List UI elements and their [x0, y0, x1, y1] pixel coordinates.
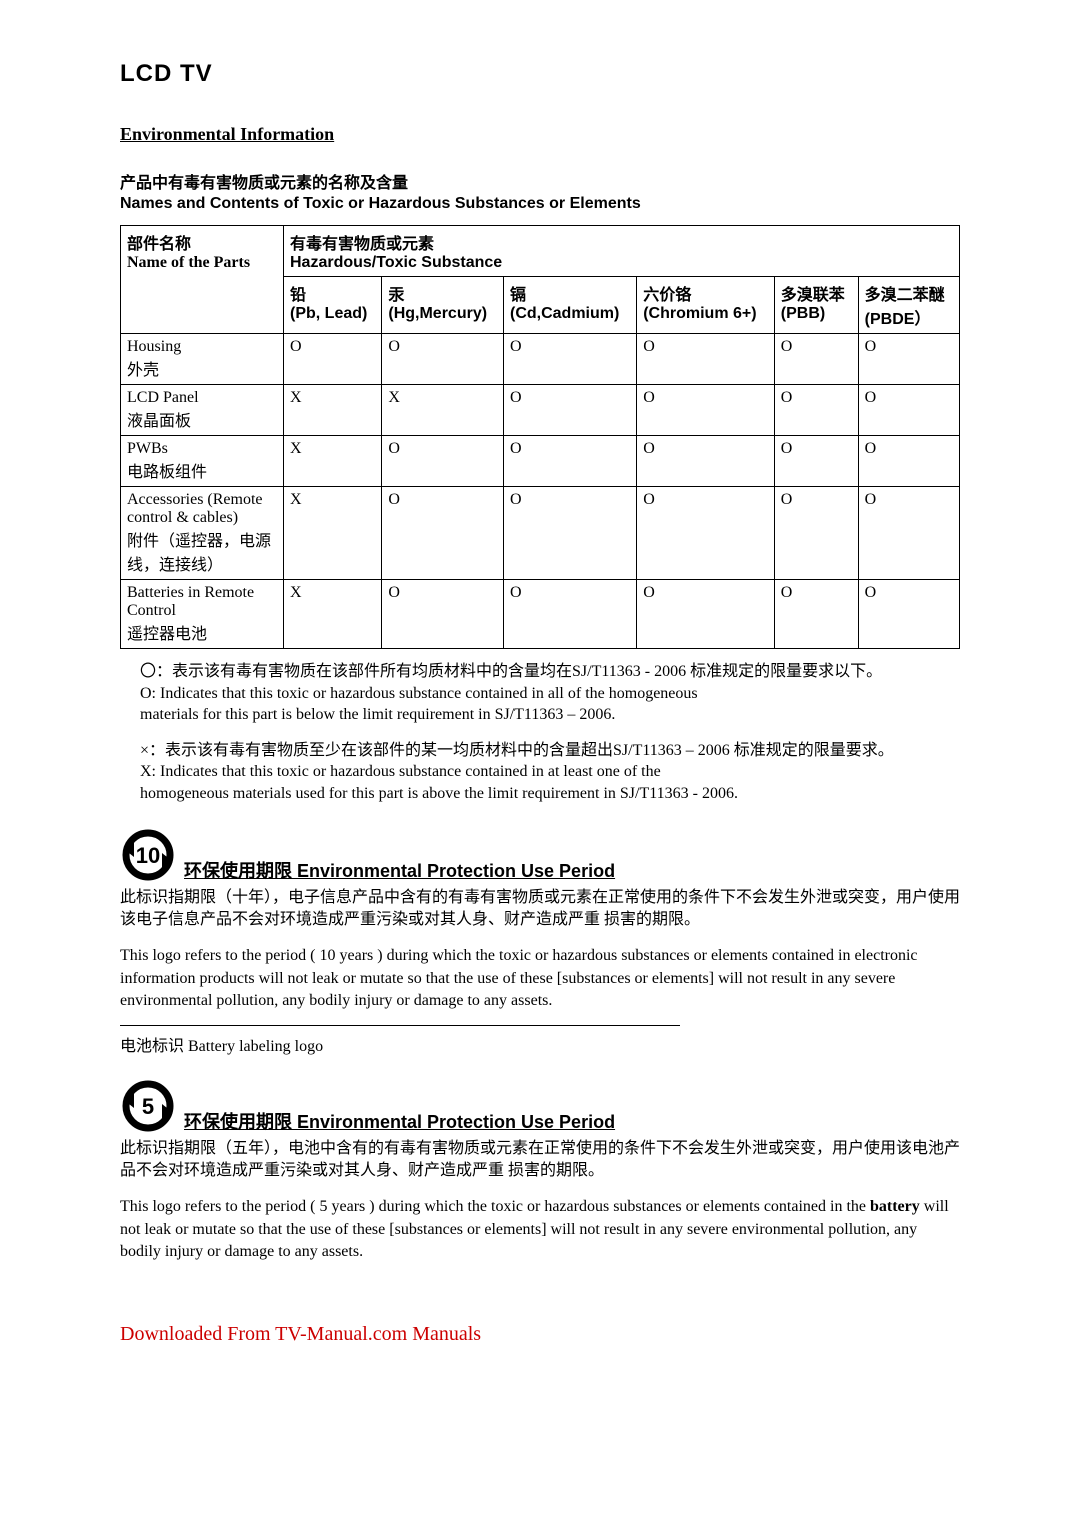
value-cell: O [504, 334, 637, 385]
value-cell: X [284, 580, 382, 649]
part-name-cell: PWBs电路板组件 [121, 436, 284, 487]
value-cell: O [858, 385, 959, 436]
value-cell: O [858, 436, 959, 487]
value-cell: O [774, 580, 858, 649]
part-name-cell: Batteries in Remote Control遥控器电池 [121, 580, 284, 649]
value-cell: O [504, 385, 637, 436]
value-cell: O [858, 334, 959, 385]
legend-o-en1: O: Indicates that this toxic or hazardou… [140, 683, 960, 705]
value-cell: O [382, 436, 504, 487]
value-cell: O [858, 580, 959, 649]
column-header: 六价铬(Chromium 6+) [637, 277, 775, 334]
value-cell: O [637, 487, 775, 580]
epup-10-text-cn: 此标识指期限（十年），电子信息产品中含有的有毒有害物质或元素在正常使用的条件下不… [120, 887, 960, 932]
column-header: 多溴联苯(PBB) [774, 277, 858, 334]
value-cell: O [637, 436, 775, 487]
epup-10-text-en: This logo refers to the period ( 10 year… [120, 945, 960, 1012]
value-cell: O [774, 487, 858, 580]
value-cell: O [774, 436, 858, 487]
parts-header: 部件名称 Name of the Parts [121, 226, 284, 334]
epup-5-icon: 5 [120, 1078, 176, 1134]
value-cell: O [637, 580, 775, 649]
column-header: 汞(Hg,Mercury) [382, 277, 504, 334]
parts-header-cn: 部件名称 [127, 236, 191, 253]
value-cell: X [382, 385, 504, 436]
value-cell: O [858, 487, 959, 580]
value-cell: O [774, 334, 858, 385]
table-row: Batteries in Remote Control遥控器电池XOOOOO [121, 580, 960, 649]
parts-header-en: Name of the Parts [127, 254, 250, 271]
value-cell: O [382, 580, 504, 649]
table-row: Accessories (Remote control & cables)附件（… [121, 487, 960, 580]
value-cell: O [504, 580, 637, 649]
part-name-cell: Accessories (Remote control & cables)附件（… [121, 487, 284, 580]
table-row: LCD Panel液晶面板XXOOOO [121, 385, 960, 436]
legend-x-en2: homogeneous materials used for this part… [140, 783, 960, 805]
part-name-cell: LCD Panel液晶面板 [121, 385, 284, 436]
page-title: LCD TV [120, 60, 960, 88]
value-cell: X [284, 385, 382, 436]
table-legend: 〇：表示该有毒有害物质在该部件所有均质材料中的含量均在SJ/T11363 - 2… [120, 661, 960, 805]
substance-group-en: Hazardous/Toxic Substance [290, 254, 502, 271]
hazardous-substances-table: 部件名称 Name of the Parts 有毒有害物质或元素 Hazardo… [120, 225, 960, 649]
table-intro-cn: 产品中有毒有害物质或元素的名称及含量 [120, 169, 960, 193]
part-name-cell: Housing外壳 [121, 334, 284, 385]
value-cell: X [284, 487, 382, 580]
epup-5-title: 环保使用期限 Environmental Protection Use Peri… [184, 1108, 615, 1134]
substance-group-header: 有毒有害物质或元素 Hazardous/Toxic Substance [284, 226, 960, 277]
epup-5-block: 5 环保使用期限 Environmental Protection Use Pe… [120, 1078, 960, 1264]
value-cell: O [504, 436, 637, 487]
table-header-row: 部件名称 Name of the Parts 有毒有害物质或元素 Hazardo… [121, 226, 960, 277]
epup-10-icon: 10 [120, 827, 176, 883]
svg-text:10: 10 [136, 843, 160, 868]
legend-x-en1: X: Indicates that this toxic or hazardou… [140, 761, 960, 783]
footer-source-link: Downloaded From TV-Manual.com Manuals [120, 1323, 960, 1346]
value-cell: O [637, 334, 775, 385]
legend-x-cn: ×：表示该有毒有害物质至少在该部件的某一均质材料中的含量超出SJ/T11363 … [140, 740, 960, 762]
table-row: PWBs电路板组件XOOOOO [121, 436, 960, 487]
epup-10-title: 环保使用期限 Environmental Protection Use Peri… [184, 857, 615, 883]
legend-o-cn: 〇：表示该有毒有害物质在该部件所有均质材料中的含量均在SJ/T11363 - 2… [140, 661, 960, 683]
value-cell: O [774, 385, 858, 436]
epup-5-en-bold: battery [870, 1198, 920, 1215]
epup-5-text-en: This logo refers to the period ( 5 years… [120, 1196, 960, 1263]
legend-o-en2: materials for this part is below the lim… [140, 704, 960, 726]
column-header: 镉(Cd,Cadmium) [504, 277, 637, 334]
column-header: 多溴二苯醚(PBDE） [858, 277, 959, 334]
value-cell: O [382, 487, 504, 580]
svg-text:5: 5 [142, 1094, 154, 1119]
section-heading: Environmental Information [120, 124, 960, 145]
table-row: Housing外壳OOOOOO [121, 334, 960, 385]
substance-group-cn: 有毒有害物质或元素 [290, 236, 434, 253]
column-header: 铅(Pb, Lead) [284, 277, 382, 334]
value-cell: O [637, 385, 775, 436]
value-cell: X [284, 436, 382, 487]
value-cell: O [382, 334, 504, 385]
divider [120, 1025, 680, 1026]
battery-label-heading: 电池标识 Battery labeling logo [120, 1032, 960, 1056]
epup-5-text-cn: 此标识指期限（五年），电池中含有的有毒有害物质或元素在正常使用的条件下不会发生外… [120, 1138, 960, 1183]
value-cell: O [504, 487, 637, 580]
epup-10-block: 10 环保使用期限 Environmental Protection Use P… [120, 827, 960, 1013]
value-cell: O [284, 334, 382, 385]
epup-5-en-pre: This logo refers to the period ( 5 years… [120, 1198, 870, 1215]
table-intro-en: Names and Contents of Toxic or Hazardous… [120, 195, 960, 213]
